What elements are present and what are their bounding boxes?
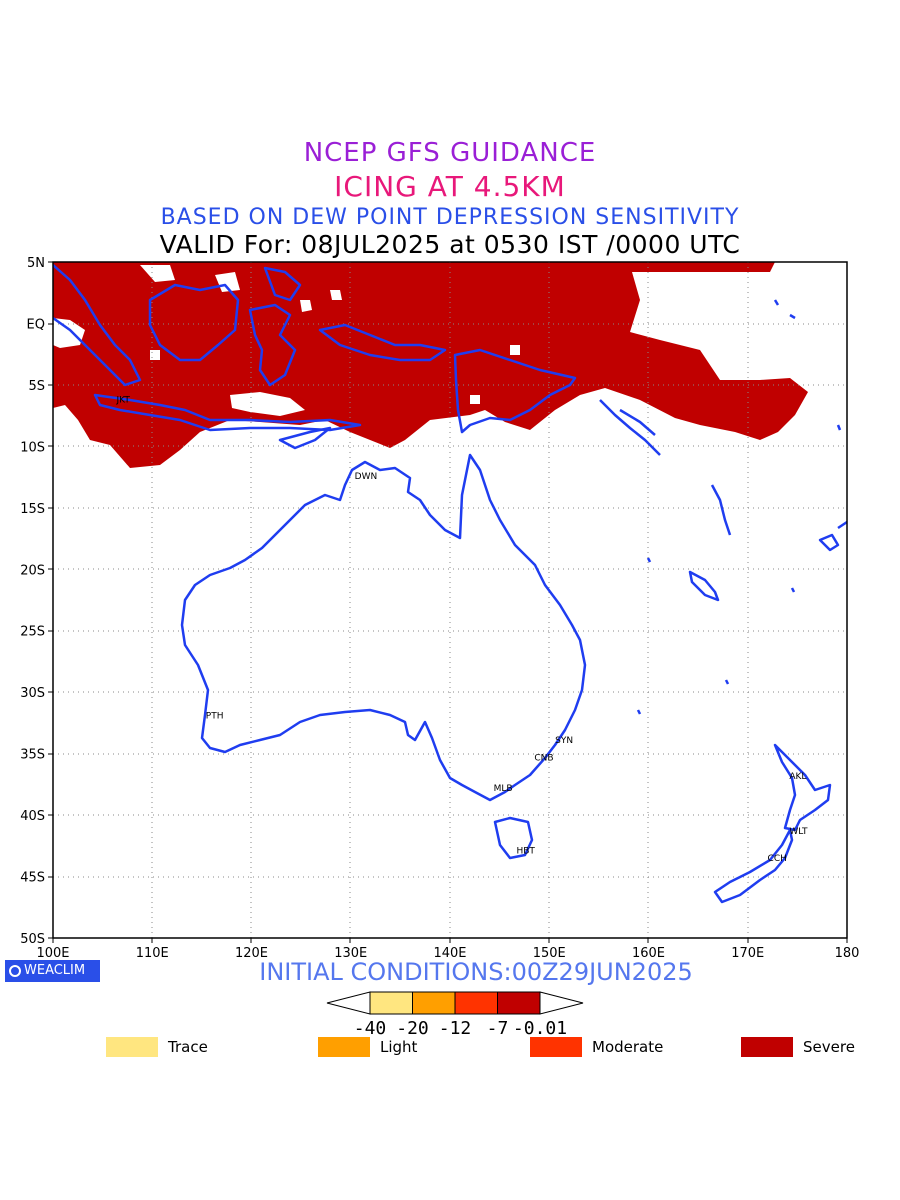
colorbar-tick-label: -0.01 xyxy=(513,1018,567,1039)
tasmania-coast xyxy=(493,816,534,860)
severe-icing-area xyxy=(53,262,808,468)
city-label: CNB xyxy=(534,753,553,763)
legend-swatch xyxy=(741,1037,793,1057)
city-label: MLB xyxy=(494,784,513,794)
lon-label: 180 xyxy=(835,946,860,961)
lat-label: 20S xyxy=(20,563,45,578)
lat-label: EQ xyxy=(27,317,45,332)
lat-label: 5S xyxy=(28,379,45,394)
lat-label: 35S xyxy=(20,748,45,763)
colorbar-tick-label: -40 xyxy=(354,1018,387,1039)
city-label: WLT xyxy=(789,827,808,837)
lat-label: 30S xyxy=(20,686,45,701)
longitude-labels: 100E 110E 120E 130E 140E 150E 160E 170E 180 xyxy=(36,946,859,961)
legend-label: Light xyxy=(380,1038,418,1056)
title-line-3: BASED ON DEW POINT DEPRESSION SENSITIVIT… xyxy=(160,205,740,230)
lon-label: 140E xyxy=(433,946,466,961)
coastlines xyxy=(53,264,847,904)
city-label: CCH xyxy=(768,854,787,864)
new-guinea-coast xyxy=(453,348,577,434)
colorbar-right-arrow xyxy=(539,991,584,1015)
new-caledonia-coast xyxy=(688,570,720,602)
nz-south-island-coast xyxy=(713,828,794,904)
colorbar-tick-label: -20 xyxy=(396,1018,429,1039)
lat-label: 50S xyxy=(20,932,45,947)
lat-label: 15S xyxy=(20,502,45,517)
borneo-coast xyxy=(148,283,240,362)
lon-label: 150E xyxy=(533,946,566,961)
colorbar-box xyxy=(497,991,541,1015)
city-label: PTH xyxy=(206,712,224,722)
initial-conditions: INITIAL CONDITIONS:00Z29JUN2025 xyxy=(259,958,693,986)
lat-label: 40S xyxy=(20,809,45,824)
city-label: AKL xyxy=(789,772,806,782)
lon-label: 130E xyxy=(334,946,367,961)
lat-label: 25S xyxy=(20,625,45,640)
australia-coast xyxy=(180,453,587,802)
title-line-2: ICING AT 4.5KM xyxy=(334,170,566,203)
colorbar-box xyxy=(369,991,413,1015)
sulawesi-coast xyxy=(248,303,297,387)
ticks xyxy=(48,261,848,943)
legend-swatch xyxy=(530,1037,582,1057)
legend-label: Trace xyxy=(168,1038,208,1056)
city-label: JKT xyxy=(115,396,130,406)
city-label: SYN xyxy=(555,736,573,746)
lon-label: 170E xyxy=(731,946,764,961)
nz-north-island-coast xyxy=(773,743,832,832)
legend-swatch xyxy=(318,1037,370,1057)
java-coast xyxy=(93,393,362,432)
icing-map: 5N EQ 5S 10S 15S 20S 25S 30S 35S 40S 45S 50S 100E 11… xyxy=(20,256,859,1039)
badge-text: WEACLIM xyxy=(24,963,86,978)
weaclim-badge: WEACLIM xyxy=(5,960,100,982)
legend-swatch xyxy=(106,1037,158,1057)
colorbar-box xyxy=(412,991,456,1015)
legend-label: Severe xyxy=(803,1038,855,1056)
colorbar-left-arrow xyxy=(326,991,371,1015)
latitude-labels: 5N EQ 5S 10S 15S 20S 25S 30S 35S 40S 45S 50S xyxy=(20,256,45,947)
logo-ring-icon xyxy=(9,964,21,977)
colorbar-box xyxy=(454,991,498,1015)
lat-label: 5N xyxy=(27,256,45,271)
sumatra-coast xyxy=(53,264,142,387)
lat-label: 10S xyxy=(20,440,45,455)
colorbar-tick-label: -12 xyxy=(439,1018,472,1039)
lon-label: 120E xyxy=(235,946,268,961)
colorbar: -40 -20 -12 -7 -0.01 xyxy=(326,991,584,1039)
lon-label: 110E xyxy=(136,946,169,961)
lat-label: 45S xyxy=(20,871,45,886)
valid-time: VALID For: 08JUL2025 at 0530 IST /0000 U… xyxy=(159,230,741,259)
lon-label: 100E xyxy=(36,946,69,961)
lon-label: 160E xyxy=(632,946,665,961)
colorbar-tick-label: -7 xyxy=(487,1018,509,1039)
legend-label: Moderate xyxy=(592,1038,664,1056)
city-label: DWN xyxy=(355,472,378,482)
title-line-1: NCEP GFS GUIDANCE xyxy=(303,138,597,168)
city-label: HBT xyxy=(516,847,535,857)
